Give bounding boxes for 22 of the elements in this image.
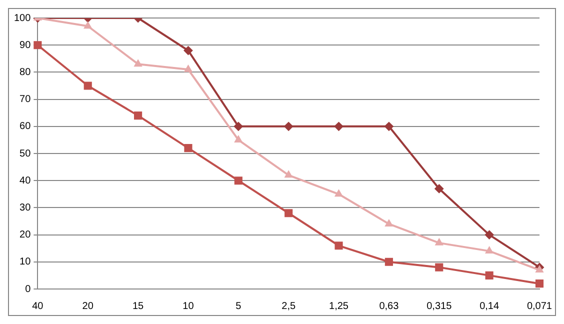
y-tick-label: 40 [20,175,32,186]
x-tick-label: 15 [132,300,144,312]
x-tick-label: 0,071 [526,300,552,312]
y-tick-label: 80 [20,66,32,78]
x-tick-label: 5 [236,300,242,312]
y-tick-label: 10 [20,256,32,268]
y-tick-label: 0 [25,284,32,295]
x-tick-label: 2,5 [282,300,296,312]
x-tick-label: 10 [182,300,194,312]
y-tick-label: 30 [20,202,32,214]
x-tick-label: 20 [82,300,94,312]
x-tick-label: 0,63 [379,300,400,312]
x-tick-label: 40 [32,300,44,312]
x-tick-label: 0,14 [480,300,500,312]
y-tick-label: 70 [20,94,32,106]
y-tick-label: 90 [20,40,32,51]
x-tick-label: 1,25 [329,300,349,312]
y-tick-label: 60 [20,121,32,132]
y-tick-label: 20 [20,230,32,241]
y-tick-label: 100 [14,12,32,24]
x-tick-label: 0,315 [426,300,452,312]
y-tick-label: 50 [20,148,32,160]
